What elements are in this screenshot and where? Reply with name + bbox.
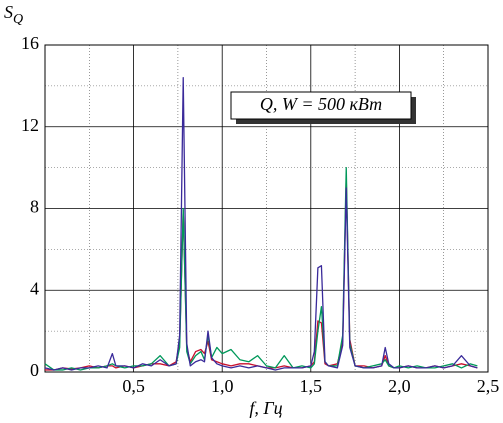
y-axis-label-main: S — [4, 2, 13, 22]
series-line — [44, 77, 478, 371]
x-tick-label: 0,5 — [122, 376, 145, 396]
series-line — [44, 166, 478, 371]
x-tick-label: 1,0 — [211, 376, 234, 396]
y-tick-label: 16 — [21, 33, 39, 53]
y-axis-label: SQ — [4, 2, 23, 27]
plot-area: 0 4 8 12 16 0,5 1,0 1,5 2,0 2,5 — [21, 33, 499, 396]
annotation-box — [230, 91, 412, 120]
x-axis-label: f, Гц — [249, 398, 282, 418]
x-tick-label: 2,0 — [388, 376, 411, 396]
series-line — [45, 177, 478, 371]
x-tick-label: 2,5 — [477, 376, 500, 396]
y-axis-label-sub: Q — [13, 12, 23, 27]
y-tick-label: 8 — [30, 197, 39, 217]
y-tick-label: 12 — [21, 115, 39, 135]
y-tick-label: 4 — [30, 278, 39, 298]
annotation: Q, W = 500 кВт — [260, 94, 382, 114]
x-tick-label: 1,5 — [300, 376, 323, 396]
y-tick-label: 0 — [30, 360, 39, 380]
plot-frame — [44, 44, 489, 373]
